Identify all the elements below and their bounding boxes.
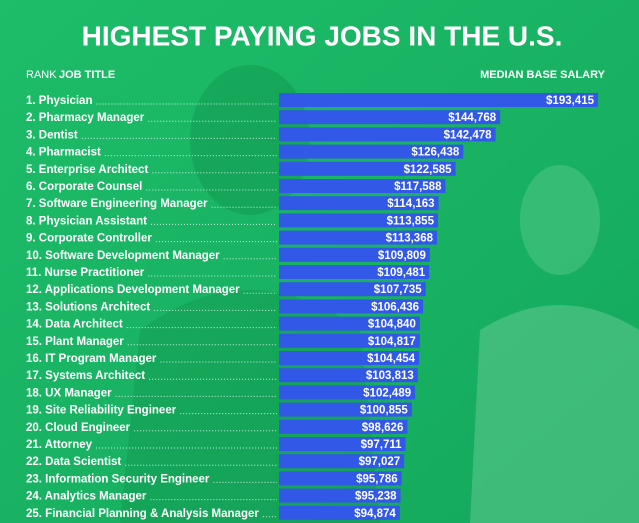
category-label: 18. UX Manager: [26, 387, 112, 399]
bar: [279, 316, 420, 331]
category-label: 9. Corporate Controller: [26, 233, 152, 245]
bar: [279, 213, 438, 228]
bar: [279, 144, 464, 159]
bar: [279, 247, 430, 262]
bar: [279, 419, 408, 434]
value-header: MEDIAN BASE SALARY: [480, 69, 606, 81]
bar: [279, 488, 401, 503]
value-label: $109,481: [377, 267, 426, 279]
bar: [279, 402, 412, 417]
value-label: $113,368: [386, 233, 434, 245]
category-label: 3. Dentist: [26, 129, 78, 141]
category-label: 2. Pharmacy Manager: [26, 112, 145, 124]
photo-shade: [520, 165, 600, 275]
value-label: $144,768: [448, 112, 497, 124]
value-label: $142,478: [444, 129, 493, 141]
bar: [279, 282, 426, 297]
bar: [279, 93, 598, 107]
bar: [279, 505, 400, 520]
value-label: $104,817: [368, 336, 416, 348]
rank-header: RANK: [26, 69, 57, 81]
bar: [279, 471, 402, 486]
category-label: 8. Physician Assistant: [26, 215, 147, 227]
value-label: $114,163: [387, 198, 434, 210]
bar: [279, 333, 420, 348]
category-label: 24. Analytics Manager: [26, 491, 147, 503]
value-label: $100,855: [360, 405, 409, 417]
category-label: 7. Software Engineering Manager: [26, 198, 208, 210]
bar: [279, 161, 456, 176]
category-label: 23. Information Security Engineer: [26, 473, 210, 485]
category-label: 25. Financial Planning & Analysis Manage…: [26, 508, 259, 520]
value-label: $109,809: [378, 250, 426, 262]
category-label: 20. Cloud Engineer: [26, 422, 131, 434]
value-label: $94,874: [354, 508, 396, 520]
value-label: $103,813: [366, 370, 414, 382]
bar: [279, 196, 439, 211]
value-label: $104,454: [367, 353, 416, 365]
category-label: 6. Corporate Counsel: [26, 181, 142, 193]
bar: [279, 265, 430, 279]
value-label: $97,027: [359, 456, 401, 468]
category-label: 15. Plant Manager: [26, 336, 124, 348]
value-label: $98,626: [362, 422, 404, 434]
category-label: 11. Nurse Practitioner: [26, 267, 145, 279]
bar: [279, 179, 446, 193]
category-header: JOB TITLE: [59, 69, 115, 81]
category-label: 17. Systems Architect: [26, 370, 145, 382]
category-label: 1. Physician: [26, 95, 92, 107]
value-label: $113,855: [387, 215, 435, 227]
category-label: 5. Enterprise Architect: [26, 164, 148, 176]
bar: [279, 230, 438, 245]
category-label: 14. Data Architect: [26, 319, 123, 331]
value-label: $97,711: [361, 439, 403, 451]
value-label: $117,588: [394, 181, 442, 193]
category-label: 21. Attorney: [26, 439, 93, 451]
value-label: $107,735: [374, 284, 423, 296]
bar: [279, 454, 405, 469]
value-label: $193,415: [546, 95, 595, 107]
bar: [279, 351, 420, 365]
value-label: $95,786: [356, 473, 398, 485]
chart-title: HIGHEST PAYING JOBS IN THE U.S.: [82, 20, 563, 51]
photo-shade: [470, 305, 639, 523]
value-label: $106,436: [371, 301, 419, 313]
bar: [279, 368, 418, 383]
bar: [279, 385, 416, 400]
category-label: 4. Pharmacist: [26, 147, 101, 159]
category-label: 12. Applications Development Manager: [26, 284, 240, 296]
category-label: 10. Software Development Manager: [26, 250, 220, 262]
bar: [279, 437, 406, 451]
value-label: $102,489: [363, 387, 411, 399]
category-label: 13. Solutions Architect: [26, 301, 150, 313]
value-label: $126,438: [411, 147, 460, 159]
bar: [279, 110, 501, 125]
bar: [279, 299, 424, 314]
category-label: 22. Data Scientist: [26, 456, 121, 468]
bar: [279, 127, 496, 142]
value-label: $122,585: [404, 164, 453, 176]
category-label: 19. Site Reliability Engineer: [26, 405, 177, 417]
value-label: $104,840: [368, 319, 416, 331]
value-label: $95,238: [355, 491, 397, 503]
category-label: 16. IT Program Manager: [26, 353, 157, 365]
